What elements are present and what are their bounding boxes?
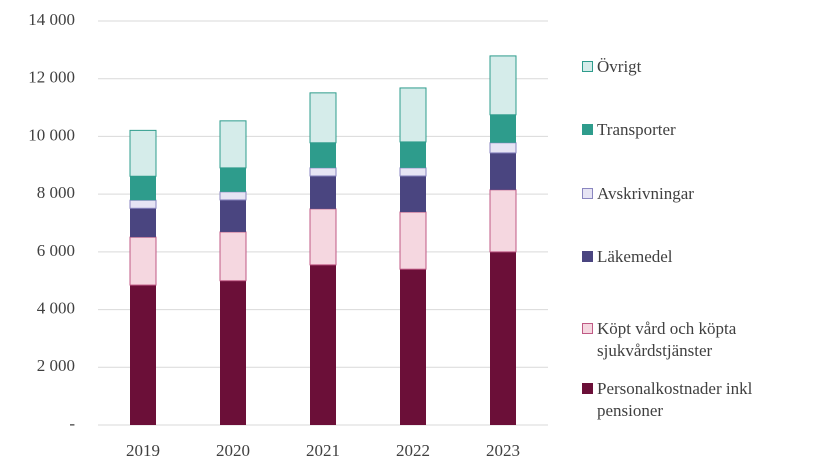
bar-segment (490, 152, 516, 190)
bar-segment (309, 167, 337, 177)
legend-item: Personalkostnader inkl pensioner (582, 378, 807, 422)
bar-segment (129, 129, 157, 177)
y-tick-label: - (69, 414, 75, 433)
y-tick-label: 10 000 (28, 125, 75, 144)
legend-label: Avskrivningar (597, 184, 694, 203)
bar-segment (399, 167, 427, 177)
bar-segment (490, 114, 516, 143)
bar-segment (219, 120, 247, 169)
legend-item: Läkemedel (582, 246, 807, 268)
legend-label: Övrigt (597, 57, 642, 76)
bar-segment (400, 269, 426, 425)
bar-segment (220, 167, 246, 192)
legend-swatch (582, 188, 593, 199)
bar-segment (130, 176, 156, 201)
bar-segment (129, 236, 157, 286)
y-tick-label: 2 000 (37, 356, 75, 375)
bar-segment (400, 141, 426, 168)
bar-segment (309, 208, 337, 266)
legend-swatch (582, 251, 593, 262)
bar-segment (309, 92, 337, 144)
bar-segment (310, 264, 336, 425)
y-tick-label: 14 000 (28, 10, 75, 29)
bar-segment (489, 142, 517, 154)
y-tick-label: 4 000 (37, 298, 75, 317)
bar-segment (219, 231, 247, 282)
y-tick-label: 8 000 (37, 183, 75, 202)
x-tick-label: 2023 (486, 441, 520, 460)
y-tick-label: 6 000 (37, 241, 75, 260)
bar-segment (129, 199, 157, 209)
x-tick-label: 2020 (216, 441, 250, 460)
legend-swatch (582, 124, 593, 135)
bar-segment (490, 251, 516, 425)
bar-segment (399, 211, 427, 270)
legend-label: Transporter (597, 120, 676, 139)
bar-segment (219, 191, 247, 201)
legend-item: Transporter (582, 119, 807, 141)
bar-segment (130, 285, 156, 425)
legend-label: Läkemedel (597, 247, 673, 266)
bar-segment (399, 87, 427, 143)
bar-segment (310, 142, 336, 168)
bar-segment (489, 189, 517, 253)
legend-swatch (582, 61, 593, 72)
bar-segment (310, 175, 336, 209)
legend-item: Övrigt (582, 56, 807, 78)
legend-item: Köpt vård och köpta sjukvårdstjänster (582, 318, 807, 362)
bar-segment (489, 55, 517, 116)
x-tick-label: 2021 (306, 441, 340, 460)
bar-segment (400, 175, 426, 213)
legend-swatch (582, 383, 593, 394)
bar-segment (220, 280, 246, 425)
bar-segment (130, 208, 156, 238)
bar-segment (220, 199, 246, 232)
legend-item: Avskrivningar (582, 183, 807, 205)
legend-swatch (582, 323, 593, 334)
legend-label: Köpt vård och köpta sjukvårdstjänster (597, 319, 737, 360)
y-tick-label: 12 000 (28, 68, 75, 87)
x-tick-label: 2019 (126, 441, 160, 460)
legend-label: Personalkostnader inkl pensioner (597, 379, 753, 420)
x-tick-label: 2022 (396, 441, 430, 460)
